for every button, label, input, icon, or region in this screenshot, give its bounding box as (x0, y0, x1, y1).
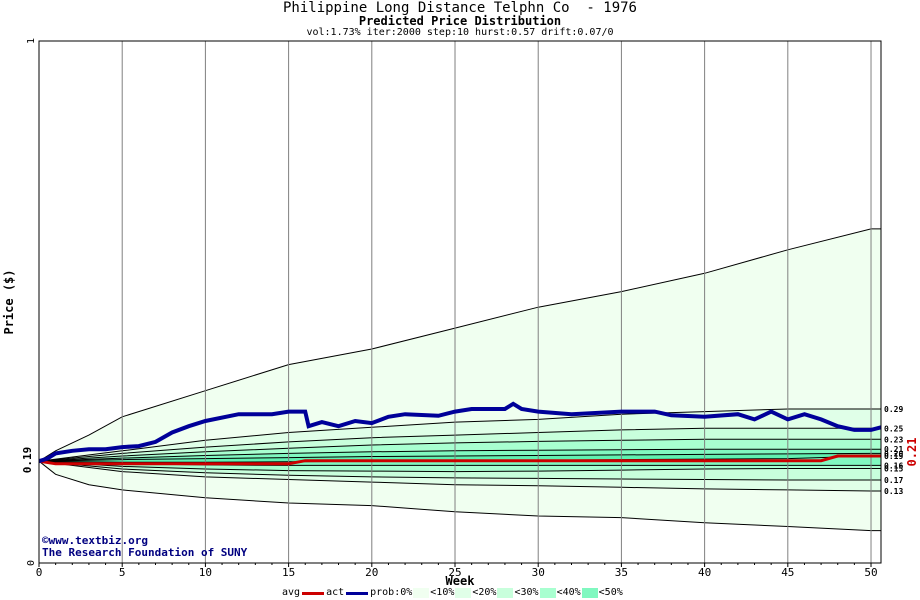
legend-p20-label: <20% (472, 587, 497, 598)
x-tick-label-40: 40 (698, 566, 711, 579)
right-label-2: 0.23 (884, 435, 903, 444)
legend-band0-swatch (413, 588, 430, 598)
chart-subtitle: Predicted Price Distribution (358, 14, 562, 28)
y-axis-label: Price ($) (2, 269, 16, 334)
x-axis-label: Week (446, 574, 476, 588)
plot-frame (38, 40, 882, 564)
band-lower-line-0 (38, 460, 881, 532)
legend-band10-swatch (455, 588, 472, 598)
right-label-8: 0.17 (884, 476, 903, 485)
x-tick-label-45: 45 (781, 566, 794, 579)
credit-website: ©www.textbiz.org (42, 534, 148, 547)
chart-title: Philippine Long Distance Telphn Co - 197… (282, 0, 637, 16)
band-upper-line-2 (38, 427, 881, 462)
x-tick-label-0: 0 (36, 566, 43, 579)
right-label-6: 0.16 (884, 461, 903, 470)
right-label-4: 0.20 (884, 449, 903, 458)
legend-band30-swatch (539, 588, 556, 598)
band-lower-line-1 (38, 460, 881, 492)
legend-p10-label: <10% (430, 587, 455, 598)
x-tick-label-50: 50 (864, 566, 877, 579)
band-upper-line-1 (38, 408, 881, 462)
legend-p30-label: <30% (514, 587, 539, 598)
x-tick-label-10: 10 (199, 566, 212, 579)
legend-p50-label: <50% (598, 587, 623, 598)
y-tick-label-1: 1 (26, 38, 37, 44)
x-tick-label-15: 15 (282, 566, 295, 579)
band-area-5 (39, 453, 881, 463)
right-label-9: 0.13 (884, 487, 903, 496)
right-label-7: 0.15 (884, 465, 903, 474)
probability-bands (38, 228, 881, 532)
x-tick-label-5: 5 (119, 566, 126, 579)
grid (121, 41, 872, 563)
right-label-5: 0.19 (884, 452, 903, 461)
series-line-avg (38, 401, 882, 464)
x-tick-label-25: 25 (448, 566, 461, 579)
legend-band20-swatch (497, 588, 514, 598)
legend-prob-swatch (346, 591, 369, 595)
right-label-1: 0.25 (884, 424, 903, 433)
legend: avg act prob:0% <10% <20% <30% <40% <50% (282, 587, 623, 599)
start-price-label: 0.19 (21, 447, 34, 474)
band-upper-line-3 (38, 438, 881, 462)
band-upper-line-0 (38, 228, 881, 462)
right-percentile-labels: 0.29 0.25 0.230.210.200.190.160.15 0.17 0.13 (884, 405, 903, 496)
band-lower-line-3 (38, 460, 881, 473)
legend-avg-label: avg (282, 587, 301, 598)
legend-band40-swatch (581, 588, 598, 598)
x-tick-label-35: 35 (615, 566, 628, 579)
legend-prob-label: prob:0% (370, 587, 413, 598)
band-lower-line-2 (38, 460, 881, 481)
series-lines (38, 401, 882, 466)
axis-ticks: 0 5 10 15 20 25 30 35 40 45 50 0 1 (26, 38, 878, 579)
series-line-act (38, 454, 881, 466)
band-upper-line-4 (38, 448, 881, 462)
y-tick-label-0: 0 (26, 560, 37, 566)
current-price-label: 0.21 (905, 438, 919, 467)
legend-p40-label: <40% (556, 587, 581, 598)
simulation-params: vol:1.73% iter:2000 step:10 hurst:0.57 d… (306, 27, 614, 38)
right-label-3: 0.21 (884, 445, 903, 454)
x-tick-label-30: 30 (532, 566, 545, 579)
legend-act-label: act (326, 587, 345, 598)
x-tick-label-20: 20 (365, 566, 378, 579)
legend-act-swatch (302, 591, 325, 595)
credit-foundation: The Research Foundation of SUNY (42, 546, 248, 559)
band-upper-line-5 (38, 452, 881, 462)
right-label-0: 0.29 (884, 405, 903, 414)
